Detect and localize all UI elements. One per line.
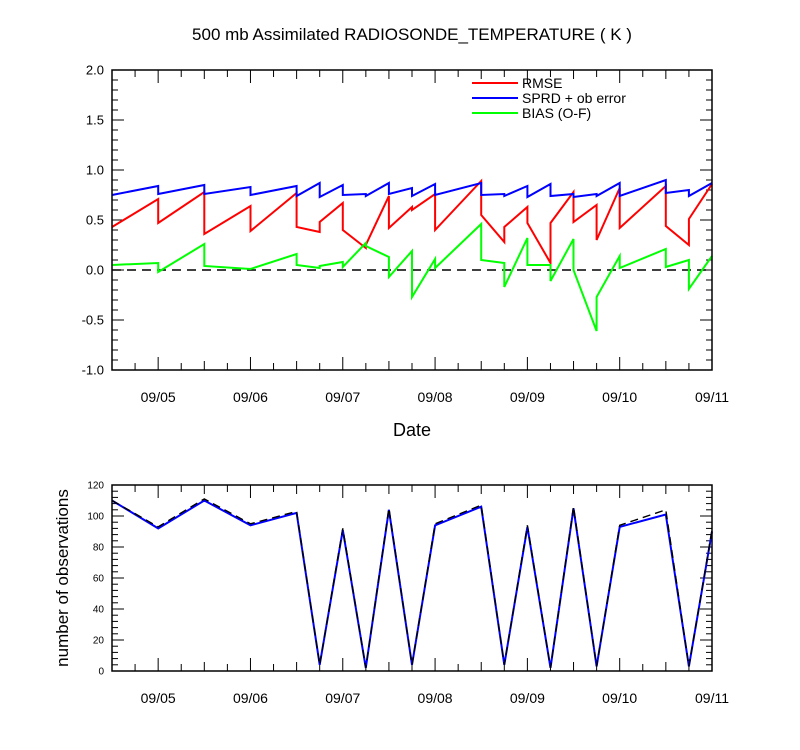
top-xtick-label: 09/11 bbox=[695, 389, 729, 405]
legend: RMSE SPRD + ob error BIAS (O-F) bbox=[472, 75, 626, 121]
top-series bbox=[111, 178, 713, 332]
bottom-ytick-label: 80 bbox=[93, 543, 105, 554]
legend-label-sprd: SPRD + ob error bbox=[522, 90, 626, 106]
bottom-ytick-label: 20 bbox=[93, 636, 105, 647]
top-ytick-label: 2.0 bbox=[86, 63, 104, 78]
bottom-series-line-0 bbox=[111, 499, 713, 669]
bottom-series bbox=[111, 498, 713, 669]
top-y-tick-labels: -1.0 -0.5 0.0 0.5 1.0 1.5 2.0 bbox=[82, 63, 104, 378]
top-series-line-2 bbox=[111, 221, 713, 332]
top-ytick-label: 1.5 bbox=[86, 113, 104, 128]
bottom-xtick-label: 09/06 bbox=[233, 690, 268, 706]
bottom-y-tick-labels: 0 20 40 60 80 100 120 bbox=[87, 481, 104, 678]
top-xtick-label: 09/06 bbox=[233, 389, 268, 405]
x-axis-label: Date bbox=[393, 420, 431, 440]
bottom-ytick-label: 120 bbox=[87, 481, 104, 492]
top-plot-frame bbox=[111, 69, 713, 371]
top-ytick-label: 1.0 bbox=[86, 163, 104, 178]
bottom-xtick-label: 09/10 bbox=[602, 690, 637, 706]
bottom-xtick-label: 09/09 bbox=[510, 690, 545, 706]
bottom-ytick-label: 40 bbox=[93, 605, 105, 616]
bottom-ytick-label: 60 bbox=[93, 574, 105, 585]
top-xtick-label: 09/05 bbox=[141, 389, 176, 405]
bottom-series-line-1 bbox=[111, 498, 713, 669]
bottom-ytick-label: 100 bbox=[87, 512, 104, 523]
bottom-ticks bbox=[111, 484, 713, 672]
top-ticks bbox=[111, 69, 713, 371]
bottom-xtick-label: 09/08 bbox=[418, 690, 453, 706]
legend-label-bias: BIAS (O-F) bbox=[522, 105, 591, 121]
bottom-ytick-label: 0 bbox=[98, 667, 104, 678]
legend-label-rmse: RMSE bbox=[522, 75, 562, 91]
top-ytick-label: 0.5 bbox=[86, 213, 104, 228]
top-ytick-label: 0.0 bbox=[86, 263, 104, 278]
top-xtick-label: 09/10 bbox=[602, 389, 637, 405]
top-series-line-0 bbox=[111, 178, 713, 267]
bottom-xtick-label: 09/07 bbox=[325, 690, 360, 706]
top-xtick-label: 09/08 bbox=[418, 389, 453, 405]
top-x-tick-labels: 09/05 09/06 09/07 09/08 09/09 09/10 09/11 bbox=[141, 389, 730, 405]
bottom-plot-frame bbox=[111, 484, 713, 672]
top-series-line-1 bbox=[111, 178, 713, 199]
chart-title: 500 mb Assimilated RADIOSONDE_TEMPERATUR… bbox=[192, 25, 632, 44]
bottom-xtick-label: 09/11 bbox=[695, 690, 729, 706]
top-ytick-label: -0.5 bbox=[82, 313, 104, 328]
bottom-x-tick-labels: 09/05 09/06 09/07 09/08 09/09 09/10 09/11 bbox=[141, 690, 730, 706]
bottom-xtick-label: 09/05 bbox=[141, 690, 176, 706]
top-ytick-label: -1.0 bbox=[82, 363, 104, 378]
y-axis-label-observations: number of observations bbox=[53, 489, 72, 667]
top-xtick-label: 09/07 bbox=[325, 389, 360, 405]
top-xtick-label: 09/09 bbox=[510, 389, 545, 405]
chart-top: 500 mb Assimilated RADIOSONDE_TEMPERATUR… bbox=[82, 25, 730, 440]
